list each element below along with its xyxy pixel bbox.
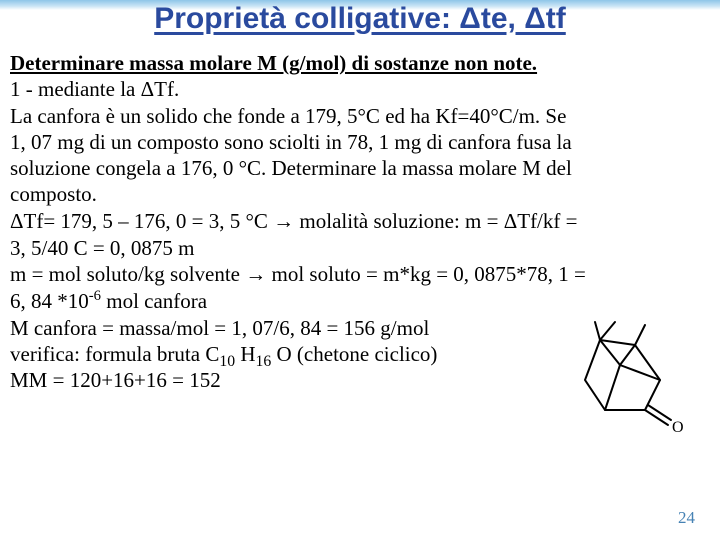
line-6: ΔTf= 179, 5 – 176, 0 = 3, 5 °C → molalit… — [10, 208, 710, 235]
line-1: 1 - mediante la ΔTf. — [10, 76, 710, 102]
line-8b: mol soluto = m*kg = 0, 0875*78, 1 = — [266, 262, 586, 286]
line-8a: m = mol soluto/kg solvente — [10, 262, 245, 286]
line-5: composto. — [10, 181, 710, 207]
line-9b: mol canfora — [101, 289, 207, 313]
line-2: La canfora è un solido che fonde a 179, … — [10, 103, 710, 129]
arrow-icon: → — [273, 210, 294, 233]
line-11a: verifica: formula bruta C — [10, 342, 219, 366]
line-4: soluzione congela a 176, 0 °C. Determina… — [10, 155, 710, 181]
line-6a: ΔTf= 179, 5 – 176, 0 = 3, 5 °C — [10, 209, 273, 233]
line-8: m = mol soluto/kg solvente → mol soluto … — [10, 261, 710, 288]
svg-text:O: O — [672, 419, 684, 436]
line-9a: 6, 84 *10 — [10, 289, 89, 313]
line-3: 1, 07 mg di un composto sono sciolti in … — [10, 129, 710, 155]
line-11b: H — [235, 342, 255, 366]
line-11c: O (chetone ciclico) — [271, 342, 437, 366]
line-7: 3, 5/40 C = 0, 0875 m — [10, 235, 710, 261]
sub-16: 16 — [256, 353, 272, 370]
arrow-icon: → — [245, 263, 266, 286]
line-6b: molalità soluzione: m = ΔTf/kf = — [294, 209, 577, 233]
subheading: Determinare massa molare M (g/mol) di so… — [10, 50, 710, 76]
slide: Proprietà colligative: Δte, Δtf Determin… — [0, 0, 720, 540]
slide-title: Proprietà colligative: Δte, Δtf — [0, 2, 720, 36]
line-9-exp: -6 — [89, 288, 101, 304]
camphor-structure-icon: O — [560, 310, 690, 440]
page-number: 24 — [678, 508, 695, 528]
sub-10: 10 — [219, 353, 235, 370]
